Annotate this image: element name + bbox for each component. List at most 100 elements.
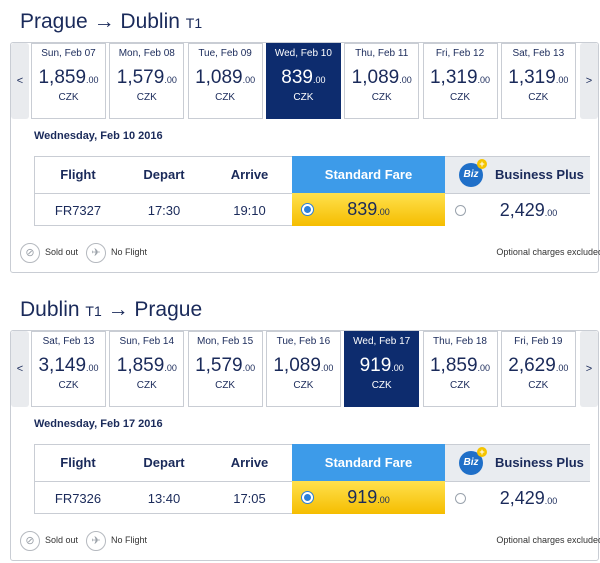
flight-number: FR7327 <box>35 193 121 226</box>
date-option[interactable]: Tue, Feb 16 1,089.00 CZK <box>265 331 341 407</box>
currency-label: CZK <box>371 380 392 391</box>
date-option[interactable]: Mon, Feb 08 1,579.00 CZK <box>109 43 185 119</box>
radio-unselected-icon[interactable] <box>455 493 466 504</box>
depart-time: 13:40 <box>121 481 207 514</box>
col-header-depart: Depart <box>143 455 185 470</box>
arrive-time: 19:10 <box>207 193 292 226</box>
col-header-flight: Flight <box>60 167 96 182</box>
no-flight-icon: ✈ <box>86 531 106 551</box>
date-option[interactable]: Sat, Feb 13 3,149.00 CZK <box>31 331 106 407</box>
depart-time: 17:30 <box>121 193 207 226</box>
date-price: 3,149.00 <box>38 355 99 376</box>
route-arrow: → <box>93 10 115 33</box>
date-option[interactable]: Sat, Feb 13 1,319.00 CZK <box>500 43 576 119</box>
date-price: 1,859.00 <box>38 67 99 88</box>
no-flight-label: No Flight <box>111 247 148 257</box>
date-label: Sun, Feb 14 <box>119 336 175 347</box>
date-option[interactable]: Fri, Feb 12 1,319.00 CZK <box>422 43 498 119</box>
currency-label: CZK <box>450 380 470 391</box>
chevron-left-icon: < <box>16 75 24 87</box>
date-price: 1,859.00 <box>429 355 491 376</box>
currency-label: CZK <box>293 92 314 103</box>
plus-badge-icon: + <box>477 159 487 169</box>
date-price: 2,629.00 <box>508 355 569 376</box>
date-label: Fri, Feb 12 <box>435 48 485 59</box>
date-option[interactable]: Sun, Feb 14 1,859.00 CZK <box>109 331 185 407</box>
selected-date: Wednesday, Feb 17 2016 <box>34 418 163 430</box>
date-label: Sun, Feb 07 <box>41 48 96 59</box>
prev-dates-button[interactable]: < <box>11 43 29 119</box>
origin-city: Dublin <box>20 298 80 321</box>
terminal-label: T1 <box>85 303 102 319</box>
prev-dates-button[interactable]: < <box>11 331 29 407</box>
radio-selected-icon[interactable] <box>302 492 313 503</box>
date-label: Tue, Feb 09 <box>198 48 252 59</box>
col-header-arrive: Arrive <box>230 167 269 182</box>
business-plus-header: Biz + Business Plus <box>445 157 590 193</box>
date-label: Wed, Feb 10 <box>274 48 332 59</box>
standard-fare-price: 839.00 <box>347 199 390 219</box>
col-header-depart: Depart <box>143 167 185 182</box>
date-label: Mon, Feb 08 <box>118 48 175 59</box>
business-fare-option[interactable]: 2,429.00 <box>445 481 590 514</box>
currency-label: CZK <box>215 92 236 103</box>
currency-label: CZK <box>136 380 157 391</box>
sold-out-icon: ⊘ <box>20 243 40 263</box>
optional-charges-note: Optional charges excluded <box>496 247 600 257</box>
legend: ⊘ Sold out ✈ No Flight Optional charges … <box>11 241 600 265</box>
date-price: 1,319.00 <box>429 67 491 88</box>
standard-fare-header: Standard Fare <box>292 156 445 193</box>
date-price: 839.00 <box>281 67 326 88</box>
chevron-right-icon: > <box>585 75 593 87</box>
return-flight-table: Flight Depart Arrive Standard Fare Biz +… <box>34 444 590 514</box>
date-option[interactable]: Tue, Feb 09 1,089.00 CZK <box>187 43 263 119</box>
date-price: 1,319.00 <box>508 67 569 88</box>
date-label: Wed, Feb 17 <box>353 336 411 347</box>
date-option[interactable]: Mon, Feb 15 1,579.00 CZK <box>187 331 263 407</box>
radio-selected-icon[interactable] <box>302 204 313 215</box>
currency-label: CZK <box>58 92 79 103</box>
standard-fare-header: Standard Fare <box>292 444 445 481</box>
currency-label: CZK <box>528 92 549 103</box>
date-label: Sat, Feb 13 <box>42 336 95 347</box>
date-option[interactable]: Wed, Feb 17 919.00 CZK <box>344 331 420 407</box>
no-flight-label: No Flight <box>111 535 148 545</box>
currency-label: CZK <box>371 92 392 103</box>
business-fare-price: 2,429.00 <box>499 488 558 508</box>
date-label: Mon, Feb 15 <box>197 336 254 347</box>
business-plus-header: Biz + Business Plus <box>445 445 590 481</box>
plus-badge-icon: + <box>477 447 487 457</box>
no-flight-icon: ✈ <box>86 243 106 263</box>
currency-label: CZK <box>450 92 470 103</box>
sold-out-label: Sold out <box>45 247 79 257</box>
outbound-panel: < Sun, Feb 07 1,859.00 CZK Mon, Feb 08 1,579… <box>10 42 600 273</box>
col-header-flight: Flight <box>60 455 96 470</box>
destination-city: Dublin <box>120 10 180 33</box>
date-label: Fri, Feb 19 <box>514 336 563 347</box>
standard-fare-option[interactable]: 839.00 <box>292 193 445 226</box>
return-route-title: Dublin T1 → Prague <box>20 298 202 322</box>
outbound-date-strip: < Sun, Feb 07 1,859.00 CZK Mon, Feb 08 1,579… <box>11 43 598 119</box>
date-price: 1,089.00 <box>273 355 334 376</box>
business-fare-option[interactable]: 2,429.00 <box>445 193 590 226</box>
date-option[interactable]: Fri, Feb 19 2,629.00 CZK <box>500 331 576 407</box>
date-option[interactable]: Thu, Feb 18 1,859.00 CZK <box>422 331 498 407</box>
route-arrow: → <box>107 298 129 321</box>
date-label: Thu, Feb 18 <box>433 336 487 347</box>
next-dates-button[interactable]: > <box>580 331 598 407</box>
date-option[interactable]: Wed, Feb 10 839.00 CZK <box>265 43 341 119</box>
optional-charges-note: Optional charges excluded <box>496 535 600 545</box>
standard-fare-option[interactable]: 919.00 <box>292 481 445 514</box>
currency-label: CZK <box>215 380 236 391</box>
selected-date: Wednesday, Feb 10 2016 <box>34 130 163 142</box>
currency-label: CZK <box>528 380 549 391</box>
flight-number: FR7326 <box>35 481 121 514</box>
date-option[interactable]: Sun, Feb 07 1,859.00 CZK <box>31 43 106 119</box>
col-header-arrive: Arrive <box>230 455 269 470</box>
date-price: 1,089.00 <box>351 67 412 88</box>
date-option[interactable]: Thu, Feb 11 1,089.00 CZK <box>344 43 420 119</box>
outbound-route-title: Prague → Dublin T1 <box>20 10 202 34</box>
radio-unselected-icon[interactable] <box>455 205 466 216</box>
next-dates-button[interactable]: > <box>580 43 598 119</box>
sold-out-label: Sold out <box>45 535 79 545</box>
